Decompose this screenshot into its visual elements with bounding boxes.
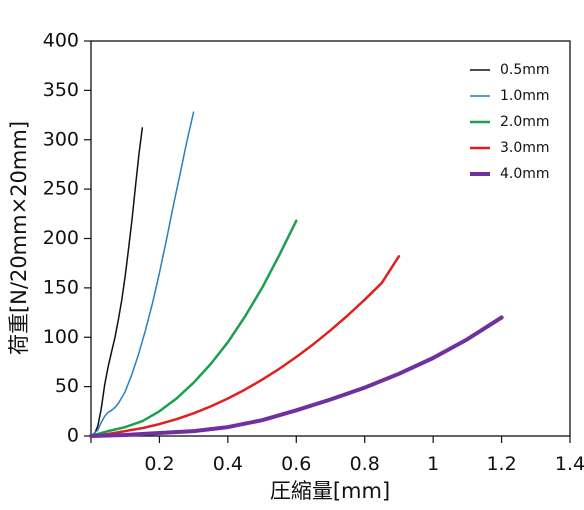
y-tick-label: 250 [43, 178, 79, 200]
x-tick-label: 0.4 [213, 453, 243, 475]
y-tick-label: 350 [43, 79, 79, 101]
y-tick-label: 50 [55, 375, 79, 397]
legend-label: 3.0mm [500, 140, 550, 156]
legend: 0.5mm 1.0mm 2.0mm 3.0mm 4.0mm [470, 62, 550, 182]
series-line-0-5mm [90, 127, 144, 437]
legend-label: 2.0mm [500, 114, 550, 130]
x-tick-label: 1.2 [486, 453, 516, 475]
y-tick-label: 300 [43, 128, 79, 150]
y-tick-label: 150 [43, 276, 79, 298]
x-tick-label: 0.2 [144, 453, 174, 475]
series-line-2-0mm [89, 219, 298, 438]
x-ticks: 0.2 0.4 0.6 0.8 1 1.2 1.4 [90, 436, 584, 475]
legend-label: 1.0mm [500, 88, 550, 104]
series-line-1-0mm [90, 111, 195, 437]
y-axis-title: 荷重[N/20mm×20mm] [7, 121, 31, 355]
x-tick-label: 1 [427, 453, 439, 475]
series-line-4-0mm [89, 315, 504, 438]
x-axis-title: 圧縮量[mm] [270, 479, 390, 503]
x-tick-label: 1.4 [555, 453, 584, 475]
legend-label: 4.0mm [500, 166, 550, 182]
series-lines [89, 111, 504, 438]
series-line-3-0mm [89, 255, 401, 438]
x-tick-label: 0.6 [281, 453, 311, 475]
y-tick-label: 100 [43, 326, 79, 348]
y-ticks: 0 50 100 150 200 250 300 350 400 [43, 30, 91, 447]
legend-label: 0.5mm [500, 62, 550, 78]
y-tick-label: 400 [43, 30, 79, 52]
y-tick-label: 0 [67, 425, 79, 447]
x-tick-label: 0.8 [350, 453, 380, 475]
plot-frame [90, 40, 571, 437]
y-tick-label: 200 [43, 227, 79, 249]
